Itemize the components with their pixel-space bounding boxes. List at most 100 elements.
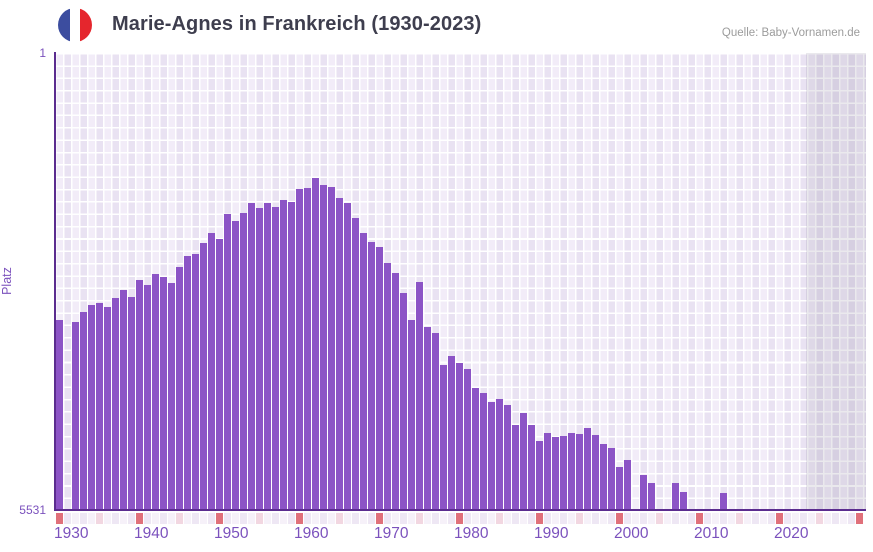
bar-1979[interactable] bbox=[448, 355, 455, 510]
bar-2013[interactable] bbox=[720, 492, 727, 510]
bar-1966[interactable] bbox=[344, 202, 351, 510]
bar-1987[interactable] bbox=[512, 425, 519, 510]
bar-1947[interactable] bbox=[192, 254, 199, 510]
bar-1965[interactable] bbox=[336, 197, 343, 510]
strip-cell-2028 bbox=[840, 513, 847, 524]
bar-2007[interactable] bbox=[672, 483, 679, 510]
bar-1977[interactable] bbox=[432, 333, 439, 510]
bar-1946[interactable] bbox=[184, 255, 191, 510]
bar-1939[interactable] bbox=[128, 297, 135, 510]
strip-cell-2019 bbox=[768, 513, 775, 524]
plot-area[interactable] bbox=[55, 53, 866, 510]
bar-1969[interactable] bbox=[368, 242, 375, 510]
bar-1973[interactable] bbox=[400, 292, 407, 510]
strip-cell-2006 bbox=[664, 513, 671, 524]
bar-1970[interactable] bbox=[376, 247, 383, 510]
strip-cell-2029 bbox=[848, 513, 855, 524]
bar-1975[interactable] bbox=[416, 281, 423, 510]
strip-cell-1998 bbox=[600, 513, 607, 524]
strip-cell-1977 bbox=[432, 513, 439, 524]
bar-2000[interactable] bbox=[616, 466, 623, 510]
bar-1976[interactable] bbox=[424, 326, 431, 510]
bar-1942[interactable] bbox=[152, 273, 159, 510]
bar-1984[interactable] bbox=[488, 402, 495, 510]
strip-cell-1955 bbox=[256, 513, 263, 524]
bar-1971[interactable] bbox=[384, 262, 391, 510]
bar-1930[interactable] bbox=[56, 319, 63, 510]
strip-cell-1999 bbox=[608, 513, 615, 524]
bar-1955[interactable] bbox=[256, 207, 263, 510]
bar-1995[interactable] bbox=[576, 433, 583, 510]
bar-1949[interactable] bbox=[208, 233, 215, 510]
bar-1991[interactable] bbox=[544, 433, 551, 510]
bar-1967[interactable] bbox=[352, 217, 359, 510]
strip-cell-2001 bbox=[624, 513, 631, 524]
bar-1980[interactable] bbox=[456, 362, 463, 510]
strip-cell-1931 bbox=[64, 513, 71, 524]
bar-1993[interactable] bbox=[560, 435, 567, 510]
bar-1944[interactable] bbox=[168, 283, 175, 510]
strip-cell-1976 bbox=[424, 513, 431, 524]
bar-1933[interactable] bbox=[80, 311, 87, 510]
bar-2004[interactable] bbox=[648, 483, 655, 510]
bar-1950[interactable] bbox=[216, 238, 223, 510]
bar-1956[interactable] bbox=[264, 202, 271, 510]
x-tick-1930: 1930 bbox=[54, 525, 89, 542]
bar-1958[interactable] bbox=[280, 200, 287, 510]
bar-1978[interactable] bbox=[440, 364, 447, 510]
bar-1994[interactable] bbox=[568, 433, 575, 510]
bar-2008[interactable] bbox=[680, 492, 687, 510]
bar-1952[interactable] bbox=[232, 221, 239, 510]
bar-1983[interactable] bbox=[480, 392, 487, 510]
bar-1959[interactable] bbox=[288, 202, 295, 510]
bar-1943[interactable] bbox=[160, 276, 167, 510]
bar-1989[interactable] bbox=[528, 425, 535, 510]
bar-1934[interactable] bbox=[88, 304, 95, 510]
bar-1953[interactable] bbox=[240, 212, 247, 510]
strip-cell-2013 bbox=[720, 513, 727, 524]
strip-cell-1997 bbox=[592, 513, 599, 524]
bar-1996[interactable] bbox=[584, 428, 591, 510]
bar-1997[interactable] bbox=[592, 435, 599, 510]
bar-1935[interactable] bbox=[96, 302, 103, 510]
bar-1986[interactable] bbox=[504, 404, 511, 510]
strip-cell-1960 bbox=[296, 513, 303, 524]
bar-1961[interactable] bbox=[304, 188, 311, 510]
strip-cell-1958 bbox=[280, 513, 287, 524]
bar-1940[interactable] bbox=[136, 279, 143, 510]
bar-1990[interactable] bbox=[536, 440, 543, 510]
strip-cell-1988 bbox=[520, 513, 527, 524]
strip-cell-1940 bbox=[136, 513, 143, 524]
bar-1937[interactable] bbox=[112, 297, 119, 510]
bar-1938[interactable] bbox=[120, 290, 127, 510]
bar-1982[interactable] bbox=[472, 388, 479, 510]
bar-2001[interactable] bbox=[624, 459, 631, 510]
bar-1941[interactable] bbox=[144, 285, 151, 510]
bar-1985[interactable] bbox=[496, 399, 503, 510]
bar-1988[interactable] bbox=[520, 412, 527, 510]
bar-1968[interactable] bbox=[360, 233, 367, 510]
bar-1999[interactable] bbox=[608, 447, 615, 510]
strip-cell-1946 bbox=[184, 513, 191, 524]
bar-1981[interactable] bbox=[464, 369, 471, 510]
strip-cell-1956 bbox=[264, 513, 271, 524]
strip-cell-1942 bbox=[152, 513, 159, 524]
bar-1932[interactable] bbox=[72, 321, 79, 510]
strip-cell-2030 bbox=[856, 513, 863, 524]
bar-1992[interactable] bbox=[552, 437, 559, 510]
bar-1964[interactable] bbox=[328, 186, 335, 510]
bar-1948[interactable] bbox=[200, 242, 207, 510]
bar-1957[interactable] bbox=[272, 207, 279, 510]
bar-1974[interactable] bbox=[408, 319, 415, 510]
bar-1936[interactable] bbox=[104, 307, 111, 510]
bar-1945[interactable] bbox=[176, 266, 183, 510]
strip-cell-2002 bbox=[632, 513, 639, 524]
bar-1972[interactable] bbox=[392, 273, 399, 510]
bar-2003[interactable] bbox=[640, 475, 647, 510]
bar-1954[interactable] bbox=[248, 202, 255, 510]
bar-1960[interactable] bbox=[296, 188, 303, 510]
bar-1951[interactable] bbox=[224, 214, 231, 510]
bar-1963[interactable] bbox=[320, 185, 327, 510]
bar-1962[interactable] bbox=[312, 178, 319, 510]
bar-1998[interactable] bbox=[600, 444, 607, 510]
